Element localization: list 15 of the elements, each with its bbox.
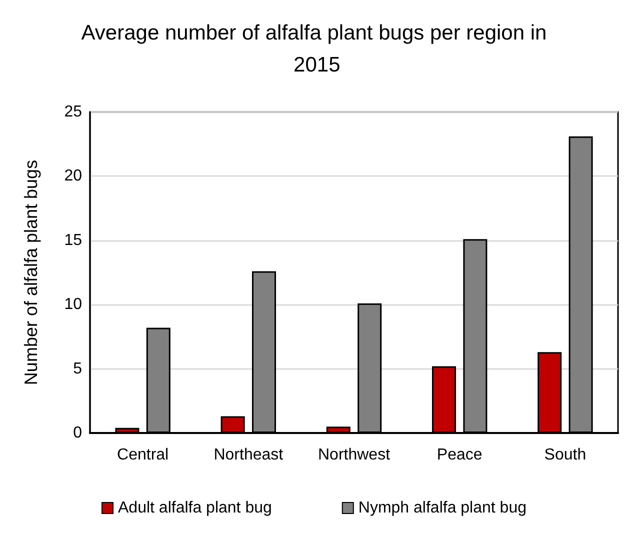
x-tick-label: Peace bbox=[436, 446, 482, 464]
x-tick-label: South bbox=[544, 446, 586, 464]
y-tick-label: 25 bbox=[64, 104, 82, 120]
y-tick-label: 5 bbox=[73, 360, 82, 378]
x-tick-label: Northeast bbox=[214, 446, 284, 464]
y-tick-label: 15 bbox=[64, 232, 82, 249]
y-tick-label: 10 bbox=[64, 296, 82, 314]
x-tick-label: Central bbox=[117, 446, 169, 464]
y-axis-title: Number of alfalfa plant bugs bbox=[21, 160, 41, 386]
y-tick-label: 0 bbox=[73, 424, 82, 442]
legend-label: Adult alfalfa plant bug bbox=[118, 500, 272, 516]
y-tick-label: 20 bbox=[64, 168, 82, 185]
x-tick-label: Northwest bbox=[318, 446, 391, 464]
chart-title: Average number of alfalfa plant bugs per region in 2015 bbox=[81, 22, 547, 76]
legend-label: Nymph alfalfa plant bug bbox=[358, 500, 527, 516]
